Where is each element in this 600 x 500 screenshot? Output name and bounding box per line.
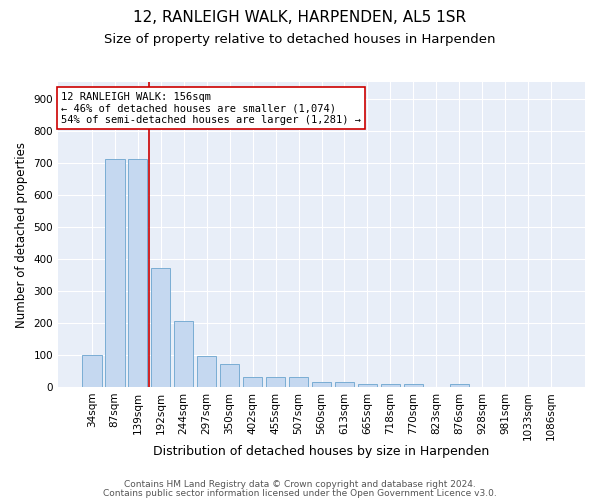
Bar <box>289 377 308 387</box>
Bar <box>380 384 400 387</box>
Text: 12 RANLEIGH WALK: 156sqm
← 46% of detached houses are smaller (1,074)
54% of sem: 12 RANLEIGH WALK: 156sqm ← 46% of detach… <box>61 92 361 125</box>
Text: 12, RANLEIGH WALK, HARPENDEN, AL5 1SR: 12, RANLEIGH WALK, HARPENDEN, AL5 1SR <box>133 10 467 25</box>
Bar <box>174 321 193 387</box>
Text: Contains public sector information licensed under the Open Government Licence v3: Contains public sector information licen… <box>103 489 497 498</box>
X-axis label: Distribution of detached houses by size in Harpenden: Distribution of detached houses by size … <box>154 444 490 458</box>
Bar <box>449 384 469 387</box>
Text: Size of property relative to detached houses in Harpenden: Size of property relative to detached ho… <box>104 32 496 46</box>
Bar <box>404 384 423 387</box>
Bar <box>151 268 170 387</box>
Bar <box>335 382 354 387</box>
Bar <box>266 377 286 387</box>
Text: Contains HM Land Registry data © Crown copyright and database right 2024.: Contains HM Land Registry data © Crown c… <box>124 480 476 489</box>
Bar <box>312 382 331 387</box>
Bar <box>358 384 377 387</box>
Bar <box>220 364 239 387</box>
Bar <box>197 356 217 387</box>
Y-axis label: Number of detached properties: Number of detached properties <box>15 142 28 328</box>
Bar <box>82 355 101 387</box>
Bar <box>128 160 148 387</box>
Bar <box>105 160 125 387</box>
Bar <box>243 377 262 387</box>
